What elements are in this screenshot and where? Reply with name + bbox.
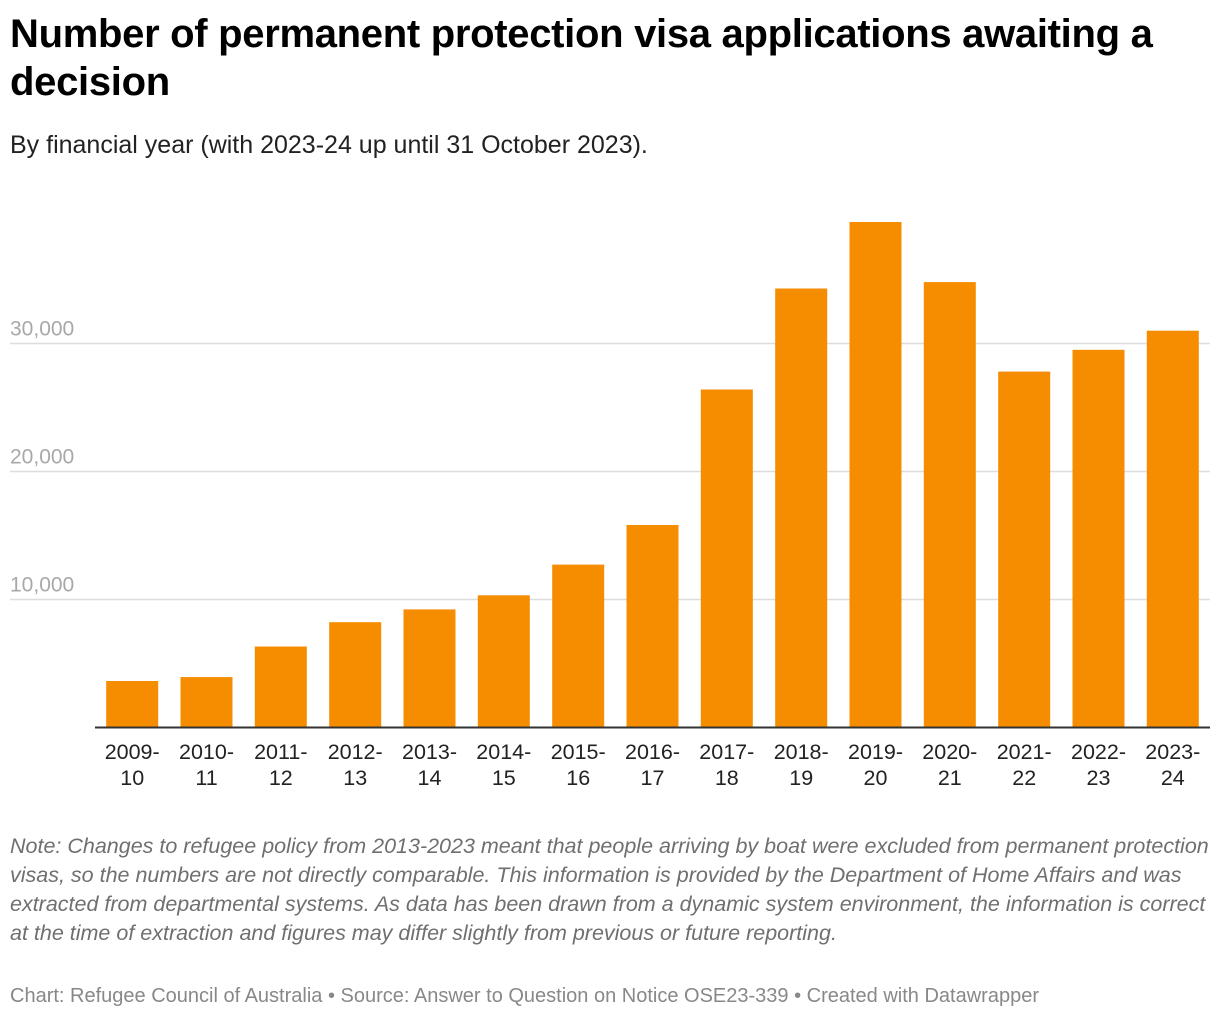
x-tick-label: 2013-14 bbox=[402, 740, 457, 790]
x-tick-label: 2020-21 bbox=[922, 740, 977, 790]
bar bbox=[180, 677, 233, 727]
bar bbox=[849, 222, 902, 727]
bar bbox=[552, 564, 605, 727]
x-tick-label: 2014-15 bbox=[476, 740, 531, 790]
x-tick-label: 2012-13 bbox=[328, 740, 383, 790]
x-tick-label: 2009-10 bbox=[105, 740, 160, 790]
x-tick-label: 2015-16 bbox=[551, 740, 606, 790]
x-tick-label: 2011-12 bbox=[254, 740, 307, 790]
bar bbox=[254, 646, 307, 727]
y-tick-label: 20,000 bbox=[10, 446, 74, 469]
bar bbox=[1146, 330, 1199, 727]
x-tick-label: 2017-18 bbox=[699, 740, 754, 790]
x-tick-label: 2016-17 bbox=[625, 740, 680, 790]
x-tick-label: 2010-11 bbox=[179, 740, 234, 790]
chart-subtitle: By financial year (with 2023-24 up until… bbox=[10, 131, 648, 159]
bar bbox=[700, 389, 753, 727]
bar bbox=[329, 622, 382, 727]
bar bbox=[403, 609, 456, 727]
chart-footer: Chart: Refugee Council of Australia • So… bbox=[10, 985, 1039, 1007]
bar bbox=[626, 525, 679, 727]
bar bbox=[106, 681, 159, 727]
bar bbox=[775, 288, 828, 727]
x-tick-label: 2018-19 bbox=[774, 740, 829, 790]
bar-chart: 10,000 20,000 30,000 2009-10 2010-11 2011-12… bbox=[10, 222, 1210, 790]
bar bbox=[998, 371, 1051, 727]
chart-title: Number of permanent protection visa appl… bbox=[10, 12, 1153, 104]
x-tick-label: 2022-23 bbox=[1071, 740, 1126, 790]
bar bbox=[1072, 349, 1125, 727]
bar bbox=[477, 595, 530, 727]
x-axis: 2009-10 2010-11 2011-12 2012-13 2013-14 2014-… bbox=[95, 726, 1210, 790]
bars bbox=[106, 222, 1199, 727]
x-tick-label: 2019-20 bbox=[848, 740, 903, 790]
y-tick-label: 10,000 bbox=[10, 574, 74, 597]
chart-note: Note: Changes to refugee policy from 201… bbox=[10, 834, 1209, 945]
bar bbox=[923, 282, 976, 727]
y-tick-label: 30,000 bbox=[10, 318, 74, 341]
x-tick-label: 2023-24 bbox=[1145, 740, 1200, 790]
x-tick-label: 2021-22 bbox=[997, 740, 1052, 790]
